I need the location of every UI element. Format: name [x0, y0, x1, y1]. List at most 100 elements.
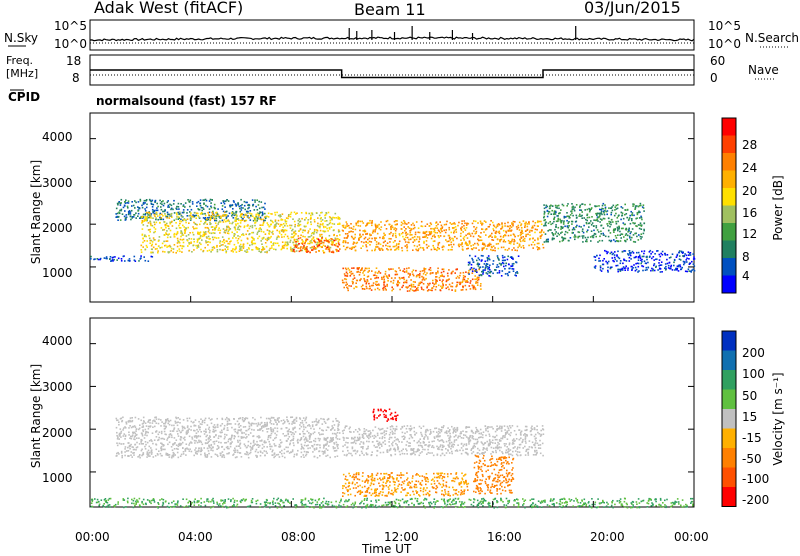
velocity-cell [165, 420, 167, 422]
power-cell [550, 205, 552, 207]
velocity-cell [118, 421, 120, 423]
power-cell [641, 251, 643, 253]
velocity-cell [270, 448, 272, 450]
power-cell [597, 229, 599, 231]
power-cell [686, 255, 688, 257]
power-cell [505, 273, 507, 275]
power-cell [660, 271, 662, 273]
velocity-cell [121, 421, 123, 423]
power-cell [263, 219, 265, 221]
power-cell [440, 235, 442, 237]
power-cell [655, 266, 657, 268]
power-cell [429, 283, 431, 285]
noise-sky-line [90, 37, 694, 41]
power-cell [260, 217, 262, 219]
power-cell [256, 228, 258, 230]
velocity-cell [291, 434, 293, 436]
velocity-cell [332, 433, 334, 435]
power-cell [529, 230, 531, 232]
velocity-cell [246, 447, 248, 449]
power-cell [604, 204, 606, 206]
power-cell [484, 244, 486, 246]
power-cell [318, 244, 320, 246]
power-cell [390, 228, 392, 230]
velocity-cell [274, 456, 276, 458]
power-cell [606, 253, 608, 255]
power-cell [317, 230, 319, 232]
power-cell [390, 281, 392, 283]
power-cell [146, 217, 148, 219]
velocity-cell [287, 433, 289, 435]
power-cell [206, 200, 208, 202]
power-cell [256, 233, 258, 235]
velocity-cell [304, 442, 306, 444]
power-cell [309, 228, 311, 230]
power-cell [196, 247, 198, 249]
power-cell [226, 228, 228, 230]
power-cell [532, 241, 534, 243]
power-cell [410, 239, 412, 241]
power-cell [586, 239, 588, 241]
velocity-cell [210, 449, 212, 451]
power-cell [415, 289, 417, 291]
power-cell [205, 215, 207, 217]
power-cell [239, 208, 241, 210]
power-cell [503, 241, 505, 243]
power-cell [286, 245, 288, 247]
power-cell [579, 226, 581, 228]
power-cell [160, 219, 162, 221]
power-cell [364, 274, 366, 276]
power-cell [430, 272, 432, 274]
power-cell [586, 220, 588, 222]
power-cell [657, 250, 659, 252]
power-cell [302, 243, 304, 245]
velocity-cell [170, 430, 172, 432]
power-cell [571, 212, 573, 214]
velocity-cell [164, 438, 166, 440]
velocity-cell [151, 440, 153, 442]
velocity-cell [173, 425, 175, 427]
power-cell [636, 269, 638, 271]
power-cell [144, 202, 146, 204]
velocity-cell [263, 441, 265, 443]
power-cell [110, 256, 112, 258]
power-cell [241, 246, 243, 248]
power-cell [523, 220, 525, 222]
velocity-cell [284, 421, 286, 423]
power-cell [393, 229, 395, 231]
power-cell [508, 263, 510, 265]
power-cell [140, 257, 142, 259]
power-cell [295, 241, 297, 243]
power-cell [489, 265, 491, 267]
power-cell [294, 247, 296, 249]
power-cell [308, 219, 310, 221]
power-cell [351, 271, 353, 273]
power-cell [520, 237, 522, 239]
velocity-cell [259, 440, 261, 442]
power-cell [321, 237, 323, 239]
velocity-cell [278, 454, 280, 456]
power-cell [435, 232, 437, 234]
power-cell [475, 247, 477, 249]
velocity-cell [178, 457, 180, 459]
velocity-cell [328, 445, 330, 447]
power-cell [377, 226, 379, 228]
velocity-cell [260, 451, 262, 453]
velocity-cell [312, 424, 314, 426]
power-cell [560, 209, 562, 211]
power-cell [540, 237, 542, 239]
power-cell [401, 247, 403, 249]
velocity-cell [259, 428, 261, 430]
power-cell [278, 220, 280, 222]
velocity-cell [145, 429, 147, 431]
power-cell [402, 250, 404, 252]
power-cell [181, 251, 183, 253]
power-cell [409, 290, 411, 292]
velocity-cell [175, 421, 177, 423]
power-cell [557, 219, 559, 221]
power-cell [143, 203, 145, 205]
velocity-cell [119, 435, 121, 437]
velocity-cell [116, 455, 118, 457]
power-cell [336, 243, 338, 245]
velocity-cell [147, 421, 149, 423]
